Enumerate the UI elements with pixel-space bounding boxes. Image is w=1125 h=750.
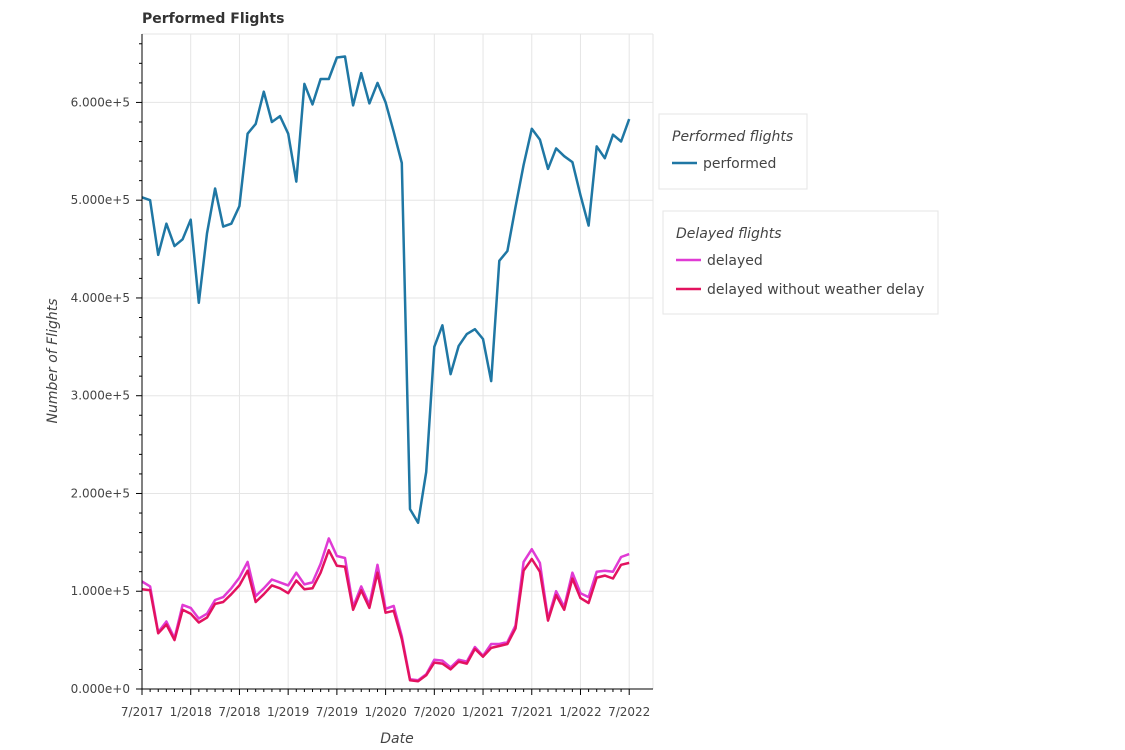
y-tick-label: 1.000e+5: [71, 584, 130, 598]
x-tick-label: 1/2018: [170, 705, 212, 719]
legend-label-performed: performed: [703, 156, 776, 172]
x-tick-label: 7/2020: [413, 705, 455, 719]
x-tick-label: 7/2022: [608, 705, 650, 719]
legend-label-delayed: delayed: [707, 253, 763, 269]
legend-performed-box: [658, 113, 808, 190]
series-delayed-without-weather: [141, 548, 630, 683]
x-tick-label: 1/2020: [364, 705, 406, 719]
series-performed: [141, 55, 631, 525]
y-tick-label: 0.000e+0: [71, 682, 130, 696]
legend-performed: Performed flights performed: [658, 113, 808, 190]
x-axis-label: Date: [380, 731, 413, 747]
x-tick-label: 7/2018: [218, 705, 260, 719]
y-tick-label: 4.000e+5: [71, 291, 130, 305]
legend-performed-title: Performed flights: [672, 129, 793, 145]
y-tick-label: 3.000e+5: [71, 389, 130, 403]
y-tick-label: 2.000e+5: [71, 486, 130, 500]
legend-delayed: Delayed flights delayed delayed without …: [662, 210, 939, 315]
axes: 0.000e+0 1.000e+5 2.000e+5 3.000e+5 4.000e+5…: [71, 34, 653, 719]
y-axis-label: Number of Flights: [45, 298, 61, 423]
legend-label-delayed-no-weather: delayed without weather delay: [707, 282, 924, 298]
y-tick-label: 6.000e+5: [71, 95, 130, 109]
x-tick-label: 1/2019: [267, 705, 309, 719]
x-tick-label: 1/2021: [462, 705, 504, 719]
x-tick-label: 1/2022: [559, 705, 601, 719]
x-tick-label: 7/2021: [511, 705, 553, 719]
x-tick-label: 7/2017: [121, 705, 163, 719]
legend-delayed-title: Delayed flights: [676, 226, 782, 242]
x-tick-label: 7/2019: [316, 705, 358, 719]
legend-delayed-box: [662, 210, 939, 315]
chart-title: Performed Flights: [142, 11, 284, 27]
series-lines: [141, 55, 631, 683]
y-tick-label: 5.000e+5: [71, 193, 130, 207]
